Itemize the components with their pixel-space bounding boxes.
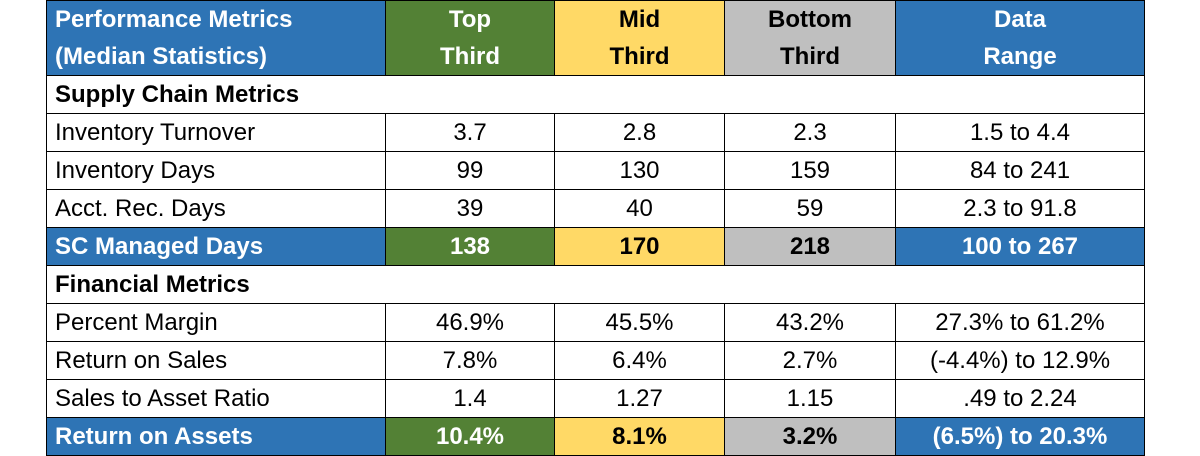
header-range-line1: Data — [993, 6, 1047, 33]
header-metric-line2: (Median Statistics) — [55, 43, 268, 70]
header-bottom-line2: Third — [780, 43, 840, 70]
mid-value: 40 — [554, 189, 725, 228]
section-title: Financial Metrics — [46, 265, 1145, 304]
performance-metrics-table: Performance Metrics (Median Statistics) … — [46, 0, 1145, 456]
header-top-line1: Top — [448, 6, 492, 33]
mid-value: 6.4% — [554, 341, 725, 380]
summary-mid-value: 170 — [554, 227, 725, 266]
section-row-financial: Financial Metrics — [46, 265, 1145, 304]
top-value: 46.9% — [385, 303, 555, 342]
mid-value: 2.8 — [554, 113, 725, 152]
summary-top-value: 10.4% — [385, 417, 555, 456]
range-value: 2.3 to 91.8 — [895, 189, 1145, 228]
top-value: 99 — [385, 151, 555, 190]
range-value: 84 to 241 — [895, 151, 1145, 190]
header-mid-line2: Third — [609, 43, 670, 70]
mid-value: 45.5% — [554, 303, 725, 342]
table-row: Inventory Days 99 130 159 84 to 241 — [46, 151, 1145, 190]
summary-mid-value: 8.1% — [554, 417, 725, 456]
summary-row-sc-managed-days: SC Managed Days 138 170 218 100 to 267 — [46, 227, 1145, 266]
table-row: Inventory Turnover 3.7 2.8 2.3 1.5 to 4.… — [46, 113, 1145, 152]
range-value: .49 to 2.24 — [895, 379, 1145, 418]
row-label: Inventory Days — [46, 151, 386, 190]
summary-range-value: 100 to 267 — [895, 227, 1145, 266]
bottom-value: 43.2% — [724, 303, 896, 342]
bottom-value: 59 — [724, 189, 896, 228]
table-row: Sales to Asset Ratio 1.4 1.27 1.15 .49 t… — [46, 379, 1145, 418]
row-label: Return on Sales — [46, 341, 386, 380]
table-row: Percent Margin 46.9% 45.5% 43.2% 27.3% t… — [46, 303, 1145, 342]
top-value: 1.4 — [385, 379, 555, 418]
metrics-table-container: Performance Metrics (Median Statistics) … — [46, 0, 1145, 456]
row-label: Percent Margin — [46, 303, 386, 342]
row-label: Inventory Turnover — [46, 113, 386, 152]
header-bottom-line1: Bottom — [768, 6, 852, 33]
header-row: Performance Metrics (Median Statistics) … — [46, 0, 1145, 76]
header-bottom-third: Bottom Third — [724, 0, 896, 76]
table-row: Acct. Rec. Days 39 40 59 2.3 to 91.8 — [46, 189, 1145, 228]
bottom-value: 2.3 — [724, 113, 896, 152]
bottom-value: 159 — [724, 151, 896, 190]
header-top-third: Top Third — [385, 0, 555, 76]
mid-value: 130 — [554, 151, 725, 190]
section-title: Supply Chain Metrics — [46, 75, 1145, 114]
range-value: 1.5 to 4.4 — [895, 113, 1145, 152]
top-value: 7.8% — [385, 341, 555, 380]
bottom-value: 2.7% — [724, 341, 896, 380]
range-value: 27.3% to 61.2% — [895, 303, 1145, 342]
header-mid-third: Mid Third — [554, 0, 725, 76]
top-value: 39 — [385, 189, 555, 228]
summary-bottom-value: 3.2% — [724, 417, 896, 456]
summary-range-value: (6.5%) to 20.3% — [895, 417, 1145, 456]
mid-value: 1.27 — [554, 379, 725, 418]
top-value: 3.7 — [385, 113, 555, 152]
row-label: Sales to Asset Ratio — [46, 379, 386, 418]
table-row: Return on Sales 7.8% 6.4% 2.7% (-4.4%) t… — [46, 341, 1145, 380]
header-metric: Performance Metrics (Median Statistics) — [46, 0, 386, 76]
header-top-line2: Third — [440, 43, 500, 70]
summary-top-value: 138 — [385, 227, 555, 266]
summary-bottom-value: 218 — [724, 227, 896, 266]
summary-label: SC Managed Days — [46, 227, 386, 266]
header-data-range: Data Range — [895, 0, 1145, 76]
summary-label: Return on Assets — [46, 417, 386, 456]
bottom-value: 1.15 — [724, 379, 896, 418]
header-mid-line1: Mid — [618, 6, 661, 33]
range-value: (-4.4%) to 12.9% — [895, 341, 1145, 380]
header-range-line2: Range — [983, 43, 1057, 70]
row-label: Acct. Rec. Days — [46, 189, 386, 228]
summary-row-return-on-assets: Return on Assets 10.4% 8.1% 3.2% (6.5%) … — [46, 417, 1145, 456]
section-row-supply-chain: Supply Chain Metrics — [46, 75, 1145, 114]
header-metric-line1: Performance Metrics — [55, 6, 293, 33]
